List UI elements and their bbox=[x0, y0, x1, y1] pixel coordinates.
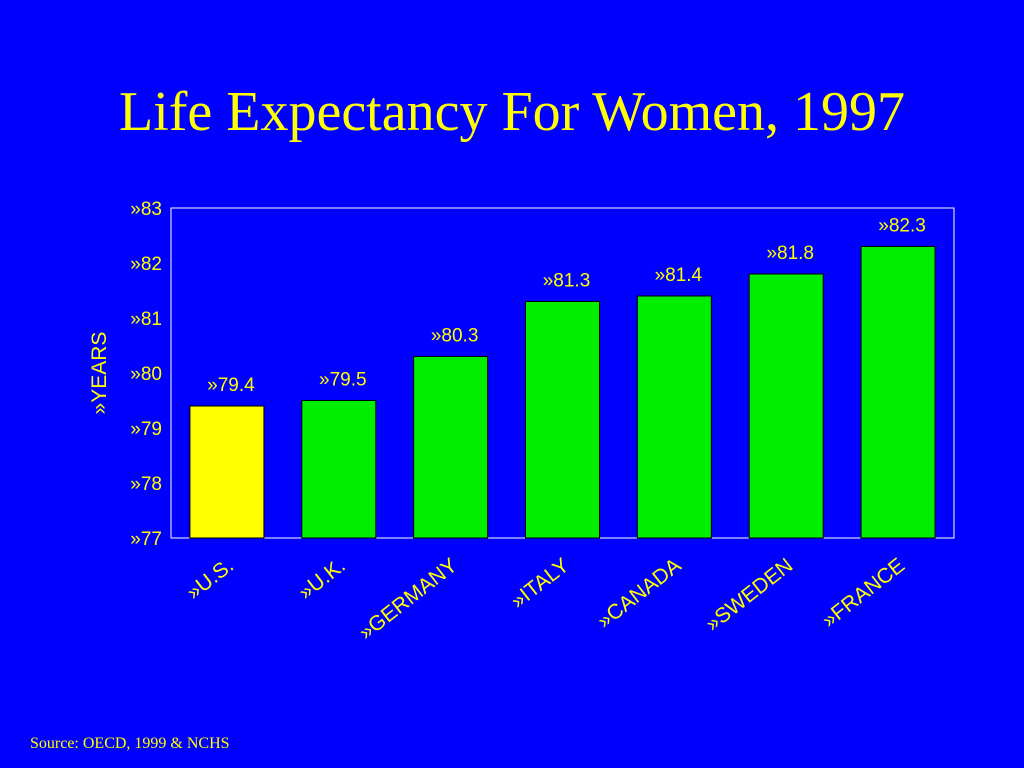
x-tick-label: »ITALY bbox=[507, 554, 574, 613]
y-tick-label: »80 bbox=[130, 364, 162, 385]
value-labels-group: »79.4 »79.5 »80.3 »81.3 »81.4 »81.8 »82.3 bbox=[207, 216, 926, 397]
bar-value-label: »79.4 bbox=[207, 375, 255, 396]
bar-value-label: »81.4 bbox=[655, 265, 703, 286]
bar bbox=[189, 405, 265, 539]
bar bbox=[301, 400, 377, 539]
y-axis-label: »YEARS bbox=[88, 332, 111, 415]
y-tick-label: »81 bbox=[130, 309, 162, 330]
y-tick-label: »79 bbox=[130, 419, 162, 440]
bar-value-label: »79.5 bbox=[319, 370, 367, 391]
bar-value-label: »81.3 bbox=[543, 271, 591, 292]
x-tick-label: »FRANCE bbox=[818, 554, 909, 632]
x-tick-label: »U.K. bbox=[294, 554, 350, 604]
x-tick-label: »CANADA bbox=[593, 554, 685, 633]
y-tick-label: »77 bbox=[130, 529, 162, 550]
y-tick-label: »82 bbox=[130, 254, 162, 275]
y-tick-label: »83 bbox=[130, 199, 162, 220]
bar bbox=[748, 273, 824, 539]
x-axis-labels: »U.S. »U.K. »GERMANY »ITALY »CANADA »SWEDEN »F… bbox=[182, 554, 909, 645]
chart-title: Life Expectancy For Women, 1997 bbox=[118, 81, 906, 143]
y-axis-ticks: »77 »78 »79 »80 »81 »82 »83 bbox=[130, 199, 162, 550]
bar-value-label: »80.3 bbox=[431, 326, 479, 347]
bar-value-label: »82.3 bbox=[878, 216, 926, 237]
bar-value-label: »81.8 bbox=[766, 243, 814, 264]
bar bbox=[525, 301, 600, 539]
bars-group bbox=[189, 246, 936, 539]
bar bbox=[860, 246, 936, 539]
x-tick-label: »GERMANY bbox=[355, 554, 462, 645]
x-tick-label: »SWEDEN bbox=[701, 554, 797, 636]
bar bbox=[413, 356, 489, 539]
source-note: Source: OECD, 1999 & NCHS bbox=[30, 735, 230, 752]
x-tick-label: »U.S. bbox=[182, 554, 238, 604]
bar bbox=[636, 295, 712, 539]
y-tick-label: »78 bbox=[130, 474, 162, 495]
